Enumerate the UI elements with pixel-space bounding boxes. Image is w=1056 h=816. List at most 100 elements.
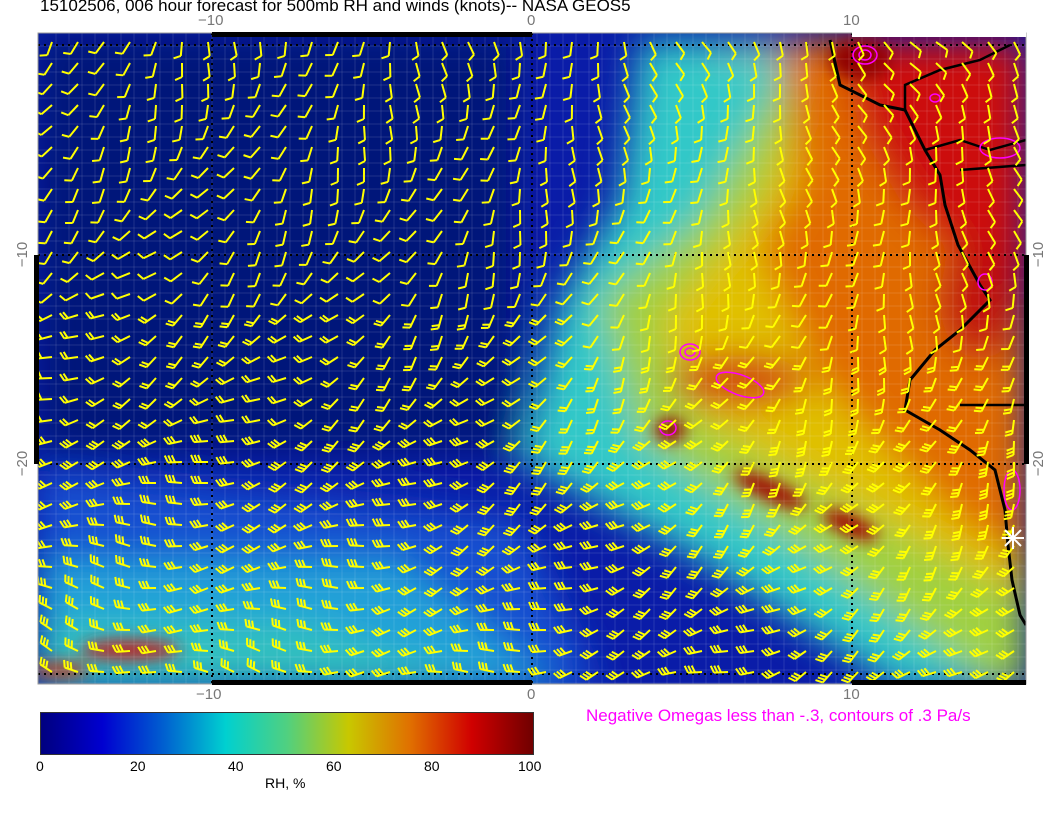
wind-barb <box>38 230 53 245</box>
wind-barb <box>690 167 703 184</box>
wind-barb <box>839 566 859 577</box>
wind-barb <box>942 647 963 657</box>
wind-barb <box>138 580 157 590</box>
wind-barb <box>137 293 157 302</box>
wind-barb <box>787 627 807 638</box>
wind-barb <box>946 419 963 433</box>
wind-barb <box>866 524 885 536</box>
wind-barb <box>501 377 521 387</box>
wind-barb <box>641 167 651 186</box>
wind-barb <box>399 209 417 222</box>
wind-barb <box>905 146 914 166</box>
wind-barb <box>695 272 705 292</box>
wind-barb <box>450 524 469 535</box>
colorbar-tick: 0 <box>36 758 44 774</box>
wind-barb <box>813 608 833 619</box>
wind-barb <box>137 456 157 466</box>
wind-barb <box>351 209 365 225</box>
wind-barb <box>85 460 105 471</box>
wind-barb <box>409 125 419 145</box>
wind-barb <box>721 293 730 313</box>
wind-barb <box>169 146 183 162</box>
wind-barb <box>449 586 469 597</box>
wind-barb <box>529 419 547 433</box>
wind-barb <box>553 522 573 533</box>
wind-barb <box>145 146 157 164</box>
wind-barb <box>594 167 603 187</box>
wind-barb <box>39 635 53 652</box>
wind-barb <box>224 83 235 101</box>
wind-barb <box>951 503 963 520</box>
wind-barb <box>271 617 287 631</box>
wind-barb <box>556 377 573 391</box>
wind-barb <box>509 167 521 185</box>
wind-barb <box>604 541 625 552</box>
wind-barb <box>1003 503 1015 521</box>
wind-barb <box>932 314 941 334</box>
wind-barb <box>476 482 495 494</box>
wind-barb <box>791 335 807 349</box>
wind-barb <box>85 498 105 508</box>
wind-barb <box>683 608 703 619</box>
rh-wind-map <box>34 32 1029 685</box>
wind-barb <box>921 587 937 602</box>
wind-barb <box>241 356 261 365</box>
wind-barb <box>292 521 313 532</box>
wind-barb <box>138 398 157 410</box>
wind-barb <box>663 377 677 393</box>
wind-barb <box>623 83 631 104</box>
wind-barb <box>90 209 105 224</box>
wind-barb <box>978 503 989 521</box>
wind-barb <box>931 230 940 250</box>
wind-barb <box>957 188 966 208</box>
wind-barb <box>59 438 79 449</box>
wind-barb <box>713 503 729 518</box>
wind-barb <box>449 502 469 513</box>
wind-barb <box>513 230 522 250</box>
wind-barb <box>448 417 469 427</box>
wind-barb <box>456 251 469 268</box>
wind-barb <box>89 554 105 568</box>
wind-barb <box>773 62 782 82</box>
wind-barb <box>436 104 445 124</box>
wind-barb <box>585 230 599 246</box>
wind-barb <box>217 146 235 159</box>
wind-barb <box>659 587 677 600</box>
wind-barb <box>552 541 573 551</box>
wind-barb <box>451 661 469 673</box>
wind-barb <box>657 502 677 513</box>
wind-barb <box>357 146 367 166</box>
wind-barb <box>710 419 729 431</box>
omega-note: Negative Omegas less than -.3, contours … <box>586 706 971 725</box>
wind-barb <box>453 146 469 161</box>
wind-barb <box>776 146 785 166</box>
wind-barb <box>565 209 574 229</box>
wind-barb <box>370 605 391 616</box>
wind-barb <box>162 418 183 427</box>
wind-barb <box>423 566 443 577</box>
wind-barb <box>530 293 547 307</box>
wind-barb <box>84 376 105 385</box>
wind-barb <box>883 41 894 60</box>
wind-barb <box>345 624 365 635</box>
wind-barb <box>413 62 421 83</box>
wind-barb <box>245 209 261 224</box>
wind-barb <box>902 251 912 270</box>
colorbar-label: RH, % <box>265 775 306 791</box>
wind-barb <box>467 41 475 62</box>
wind-barb <box>216 621 235 631</box>
wind-barb <box>764 377 781 391</box>
wind-barb <box>850 398 859 417</box>
wind-barb <box>968 647 989 658</box>
wind-barb <box>945 587 963 601</box>
wind-barb <box>403 335 417 351</box>
wind-barb <box>138 356 157 369</box>
wind-barb <box>958 104 967 124</box>
wind-barb <box>422 436 443 447</box>
wind-barb <box>893 440 911 453</box>
wind-barb <box>327 209 339 227</box>
wind-barb <box>839 503 859 513</box>
wind-barb <box>64 637 79 652</box>
wind-barb <box>247 230 261 246</box>
wind-barb <box>955 146 964 166</box>
